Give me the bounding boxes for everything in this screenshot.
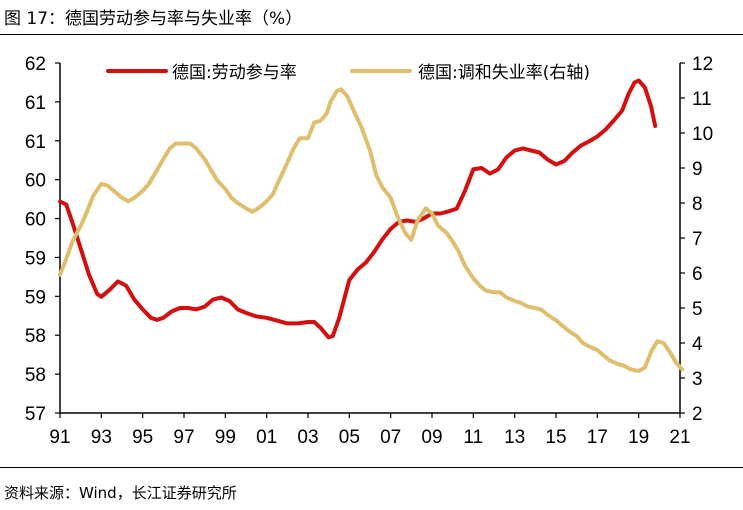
x-tick-label: 03	[297, 427, 318, 448]
legend-label: 德国:劳动参与率	[172, 63, 297, 83]
x-tick-label: 11	[463, 427, 483, 448]
unemployment-rate-line	[58, 87, 685, 373]
x-tick-label: 91	[49, 427, 70, 448]
x-tick-label: 99	[215, 427, 236, 448]
source-rule	[0, 467, 743, 468]
right-tick-label: 9	[692, 159, 703, 180]
left-tick-label: 59	[25, 248, 46, 269]
x-tick-label: 17	[587, 427, 608, 448]
x-tick-label: 97	[173, 427, 194, 448]
left-tick-label: 59	[25, 287, 46, 308]
right-tick-label: 2	[692, 404, 703, 425]
right-tick-label: 4	[692, 334, 703, 355]
legend: 德国:劳动参与率 德国:调和失业率(右轴)	[106, 63, 590, 83]
left-tick-label: 60	[25, 171, 46, 192]
left-tick-label: 61	[25, 93, 46, 114]
participation-rate-line	[58, 78, 658, 340]
x-tick-label: 09	[421, 427, 442, 448]
x-tick-label: 95	[132, 427, 153, 448]
right-tick-label: 8	[692, 194, 703, 215]
x-tick-label: 13	[504, 427, 525, 448]
x-tick-label: 01	[256, 427, 277, 448]
x-tick-label: 93	[91, 427, 112, 448]
x-tick-label: 15	[545, 427, 566, 448]
left-tick-label: 57	[25, 404, 46, 425]
right-tick-label: 5	[692, 299, 703, 320]
legend-label: 德国:调和失业率(右轴)	[418, 63, 590, 83]
right-tick-label: 7	[692, 229, 703, 250]
source-note: 资料来源：Wind，长江证券研究所	[4, 484, 237, 502]
plot-frame	[55, 62, 685, 418]
right-tick-label: 10	[692, 124, 713, 145]
right-tick-label: 3	[692, 369, 703, 390]
right-tick-label: 11	[692, 89, 712, 110]
series-lines	[58, 78, 685, 373]
figure-title: 图 17：德国劳动参与率与失业率（%）	[4, 9, 303, 29]
x-tick-label: 19	[628, 427, 649, 448]
right-tick-label: 12	[692, 54, 713, 75]
x-tick-label: 07	[380, 427, 401, 448]
left-tick-label: 58	[25, 326, 46, 347]
left-tick-label: 61	[25, 132, 46, 153]
x-tick-label: 21	[669, 427, 690, 448]
left-tick-label: 62	[25, 54, 46, 75]
tick-labels: 62 61 61 60 60 59 59 58 58 57 12 11 10 9 8 7 6 5 4 3 2 91 93 95…	[25, 54, 713, 448]
right-tick-label: 6	[692, 264, 703, 285]
left-tick-label: 58	[25, 365, 46, 386]
x-tick-label: 05	[339, 427, 360, 448]
title-rule	[0, 34, 743, 35]
left-tick-label: 60	[25, 210, 46, 231]
